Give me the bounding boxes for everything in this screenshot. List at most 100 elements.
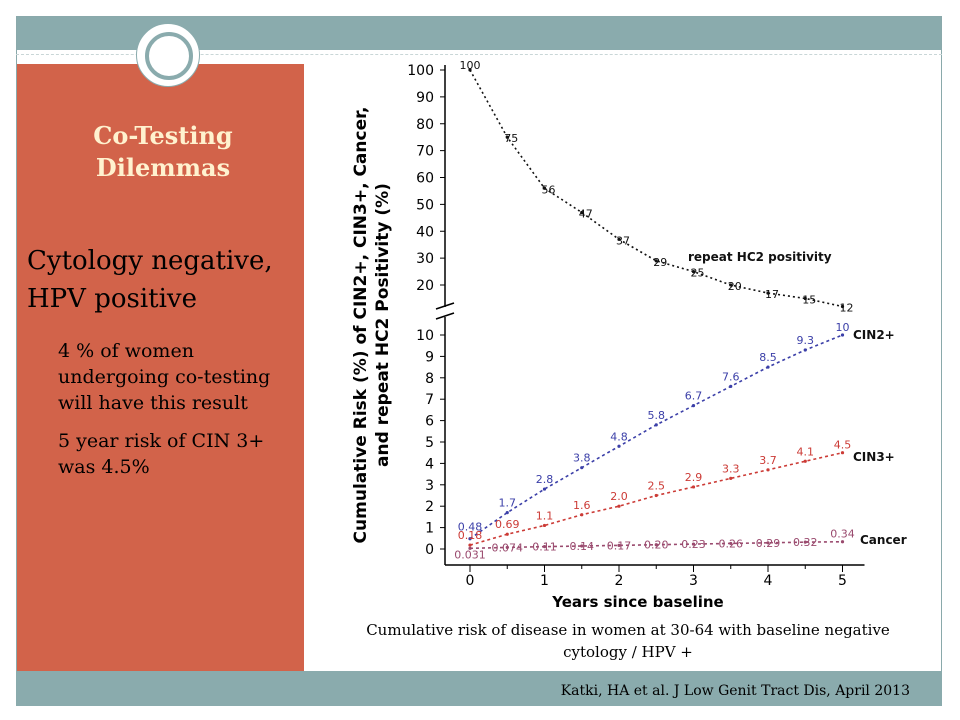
data-point xyxy=(542,186,547,190)
data-label: 0.48 xyxy=(458,521,483,534)
y-tick-label: 5 xyxy=(425,435,434,451)
data-point xyxy=(803,540,807,544)
data-point xyxy=(803,296,807,301)
data-point xyxy=(840,304,845,309)
data-point xyxy=(729,476,733,480)
data-label: 0.074 xyxy=(492,541,524,554)
data-point xyxy=(729,384,733,388)
data-label: 0.29 xyxy=(756,537,781,550)
data-label: 15 xyxy=(802,293,816,306)
data-label: 6.7 xyxy=(685,390,703,403)
series-line-cin3- xyxy=(469,451,843,546)
data-point xyxy=(691,485,696,489)
data-label: 25 xyxy=(691,267,705,280)
y-tick-label: 90 xyxy=(416,90,434,106)
x-tick-label: 5 xyxy=(838,573,847,589)
data-label: 12 xyxy=(840,302,854,315)
bottom-bar xyxy=(16,671,942,706)
data-point xyxy=(766,541,770,545)
data-point xyxy=(505,532,509,536)
data-label: 2.8 xyxy=(536,473,554,486)
data-point xyxy=(542,523,547,528)
y-tick-label: 6 xyxy=(425,414,434,430)
data-label: 0.14 xyxy=(570,540,595,553)
data-point xyxy=(654,259,658,263)
data-point xyxy=(691,542,696,546)
axis-break-mark xyxy=(435,312,455,320)
data-label: 0.17 xyxy=(607,539,632,552)
y-tick-label: 3 xyxy=(425,478,434,494)
y-tick-label: 8 xyxy=(425,371,434,387)
series-line-cin2- xyxy=(469,334,843,540)
data-point xyxy=(468,546,472,550)
y-tick-label: 100 xyxy=(407,63,434,79)
data-label: 3.8 xyxy=(573,452,591,465)
data-point xyxy=(654,423,658,427)
y-tick-label: 9 xyxy=(425,349,434,365)
data-point xyxy=(580,210,584,215)
data-point xyxy=(468,543,472,547)
data-point xyxy=(691,269,696,274)
sidebar-panel xyxy=(17,64,304,671)
data-point xyxy=(766,468,770,472)
data-label: 0.32 xyxy=(793,536,818,549)
y-tick-label: 1 xyxy=(425,521,434,537)
data-label: 29 xyxy=(653,256,667,269)
data-label: 37 xyxy=(616,234,630,247)
data-label: 8.5 xyxy=(759,351,777,364)
data-point xyxy=(580,466,584,470)
data-point xyxy=(580,544,584,548)
data-point xyxy=(542,487,547,491)
y-tick-label: 80 xyxy=(416,117,434,133)
data-point xyxy=(803,459,807,463)
data-label: 3.7 xyxy=(759,454,777,467)
data-point xyxy=(766,291,770,295)
x-axis-label: Years since baseline xyxy=(551,593,723,611)
series-label: repeat HC2 positivity xyxy=(688,250,832,264)
y-tick-label: 0 xyxy=(425,542,434,558)
data-label: 1.1 xyxy=(536,509,554,522)
data-label: 3.3 xyxy=(722,462,740,475)
data-label: 0.34 xyxy=(830,528,855,541)
data-label: 0.11 xyxy=(532,541,557,554)
slide-subtitle: Cytology negative, HPV positive xyxy=(27,246,273,314)
series-label: Cancer xyxy=(860,533,907,547)
data-point xyxy=(729,541,733,546)
data-label: 0.20 xyxy=(644,539,669,552)
y-tick-label: 50 xyxy=(416,197,434,213)
y-axis-label: Cumulative Risk (%) of CIN2+, CIN3+, Can… xyxy=(351,107,393,544)
data-point xyxy=(505,135,509,139)
data-label: 4.1 xyxy=(797,445,815,458)
citation: Katki, HA et al. J Low Genit Tract Dis, … xyxy=(560,683,910,699)
data-label: 56 xyxy=(542,183,556,196)
x-tick-label: 2 xyxy=(615,573,624,589)
slide-title: Co-Testing Dilemmas xyxy=(93,121,233,182)
data-label: 0.26 xyxy=(719,537,744,550)
y-tick-label: 4 xyxy=(425,456,434,472)
y-tick-label: 30 xyxy=(416,251,434,267)
data-label: 0.031 xyxy=(454,548,486,561)
data-label: 5.8 xyxy=(648,409,666,422)
data-label: 2.5 xyxy=(648,480,666,493)
circle-ornament-icon xyxy=(136,23,200,87)
data-label: 75 xyxy=(504,132,518,145)
axis-break-mark xyxy=(435,302,455,310)
data-label: 20 xyxy=(728,280,742,293)
data-point xyxy=(729,283,733,287)
data-label: 100 xyxy=(460,59,481,72)
data-label: 1.6 xyxy=(573,499,591,512)
x-tick-label: 1 xyxy=(540,573,549,589)
series-label: CIN3+ xyxy=(853,450,895,464)
data-label: 1.7 xyxy=(499,497,517,510)
x-tick-label: 3 xyxy=(689,573,698,589)
y-tick-label: 70 xyxy=(416,144,434,160)
data-point xyxy=(840,540,845,544)
data-point xyxy=(468,537,472,541)
y-tick-label: 2 xyxy=(425,499,434,515)
data-point xyxy=(468,68,472,72)
y-tick-label: 20 xyxy=(416,278,434,294)
data-label: 7.6 xyxy=(722,370,740,383)
data-label: 0.69 xyxy=(495,518,520,531)
y-tick-label: 7 xyxy=(425,392,434,408)
